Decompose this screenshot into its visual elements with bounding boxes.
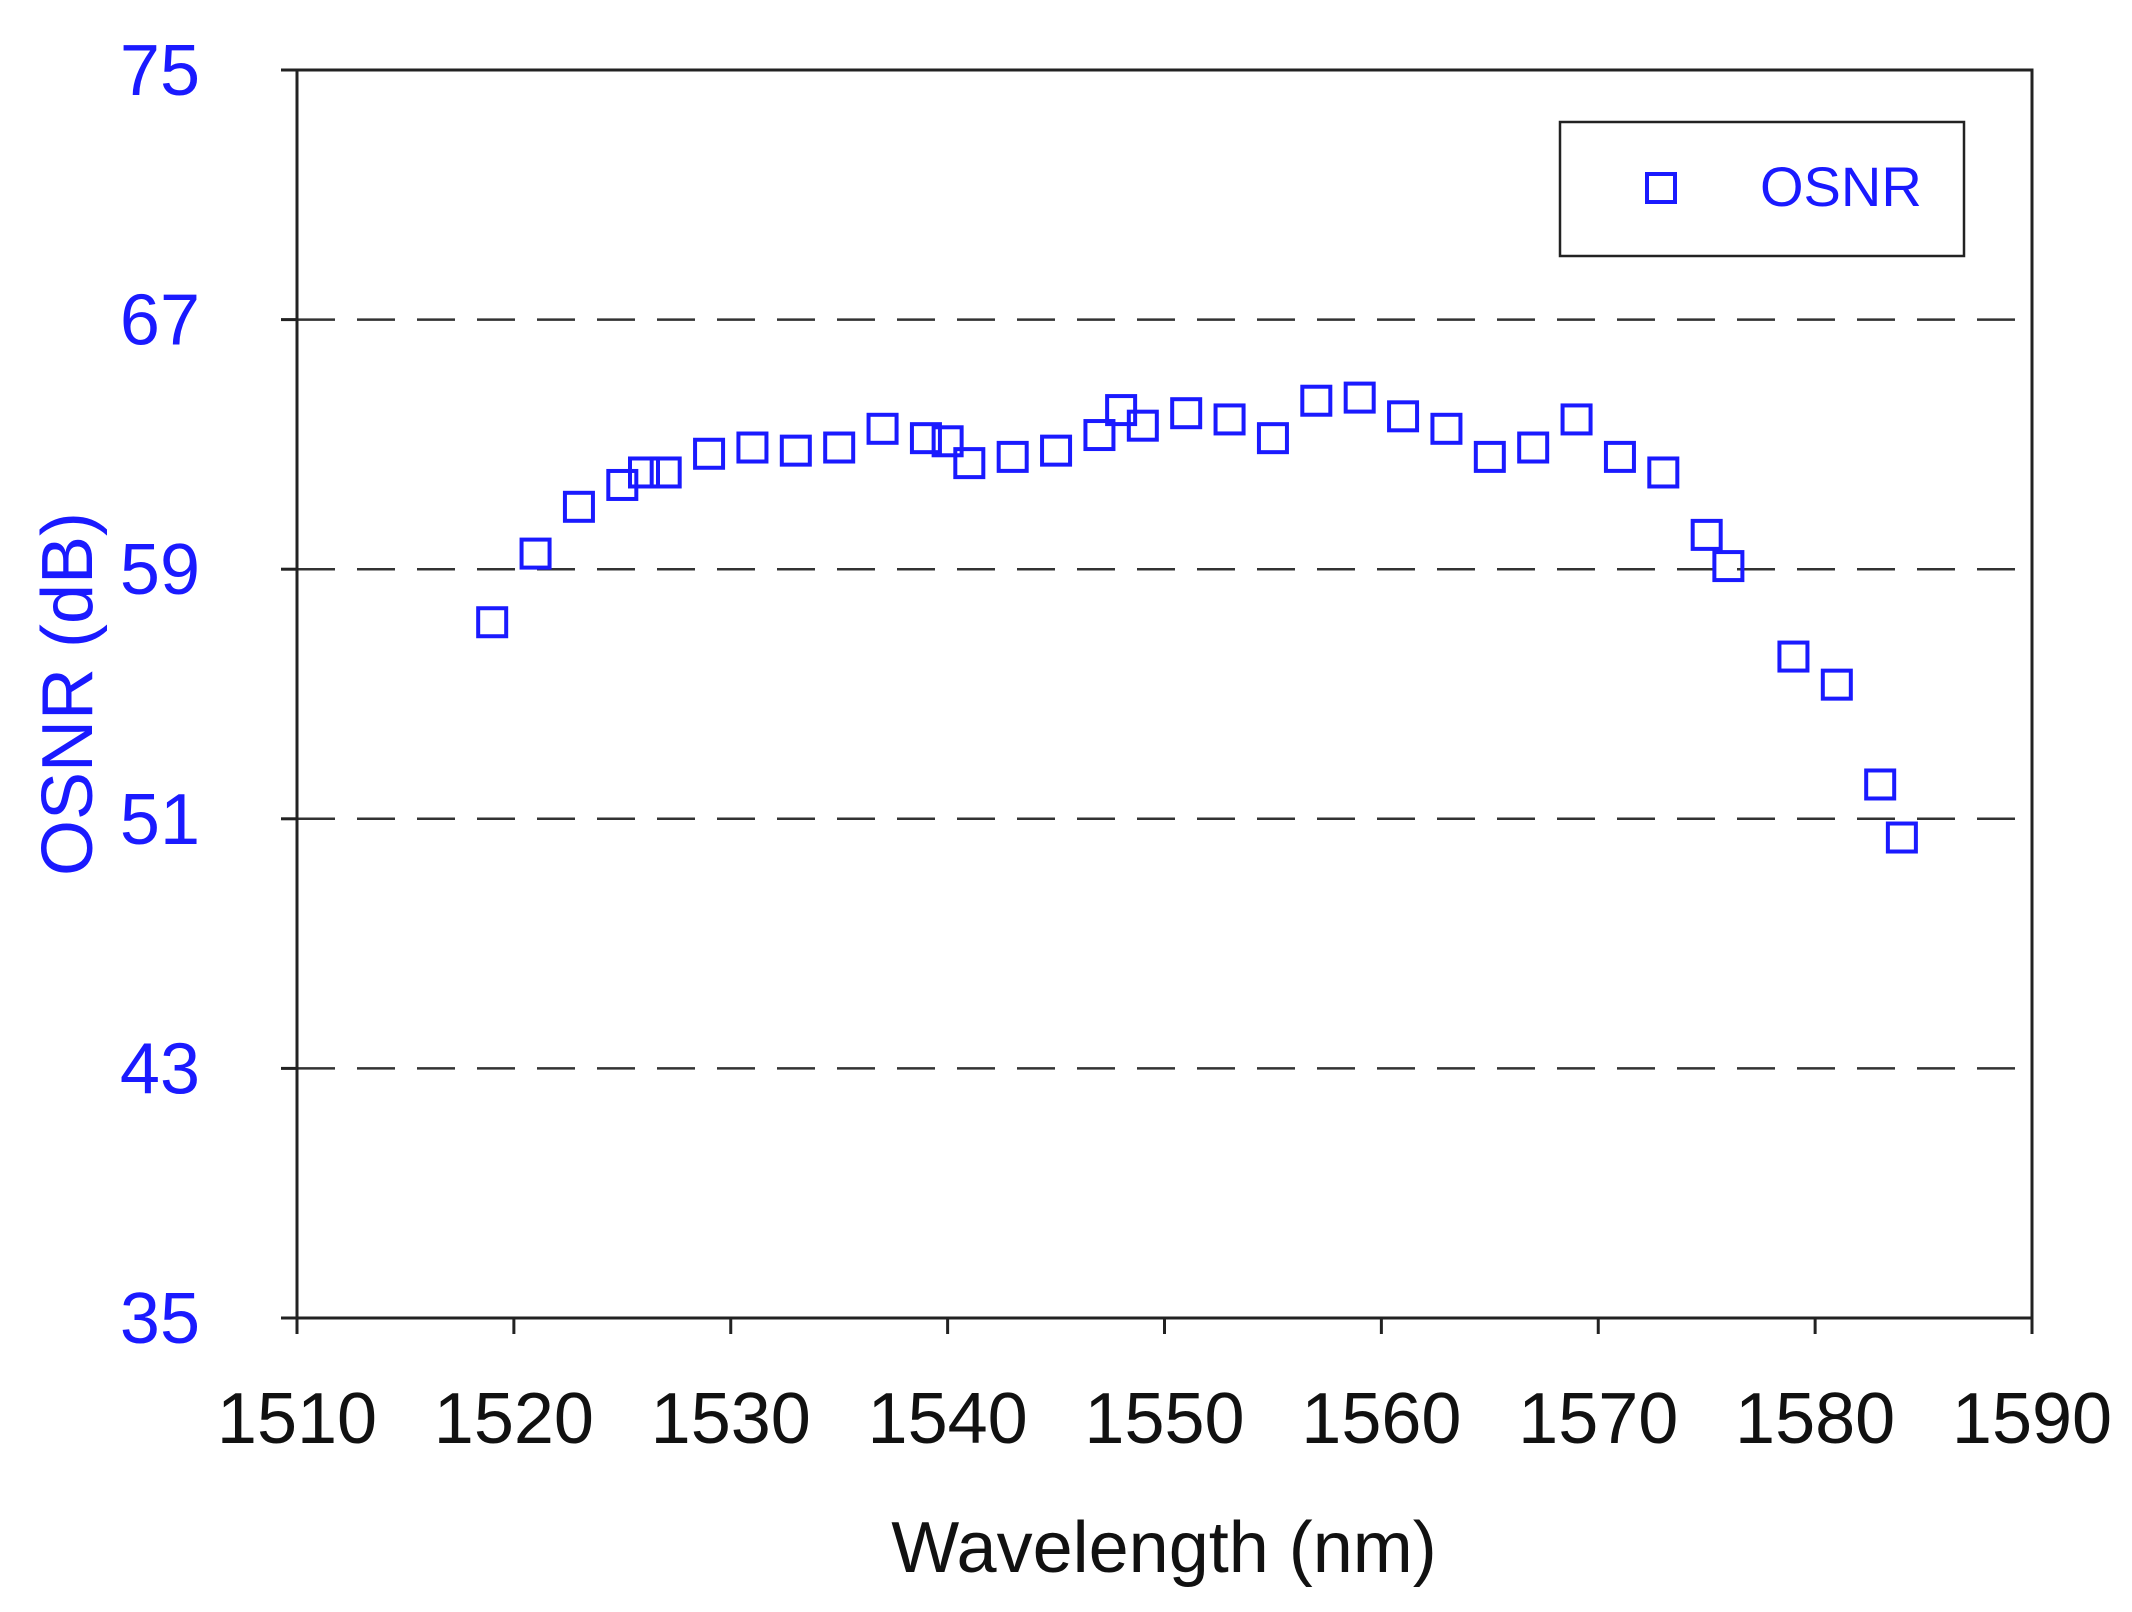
data-point [476, 606, 509, 639]
data-point [1430, 412, 1463, 445]
data-point [1040, 434, 1073, 467]
data-point [1885, 821, 1918, 854]
data-point [1387, 400, 1420, 433]
x-tick-label-1510: 1510 [217, 1379, 377, 1459]
x-tick-label-1540: 1540 [868, 1379, 1028, 1459]
data-point [1126, 409, 1159, 442]
data-point [649, 456, 682, 489]
x-tick-label-1570: 1570 [1518, 1379, 1678, 1459]
x-tick-label-1550: 1550 [1084, 1379, 1244, 1459]
data-point [1517, 431, 1550, 464]
data-point [562, 490, 595, 523]
data-point [909, 422, 942, 455]
legend-marker-square-icon [1645, 172, 1677, 204]
data-point [1473, 440, 1506, 473]
data-point [519, 537, 552, 570]
data-point [1647, 456, 1680, 489]
data-point [779, 434, 812, 467]
data-point [953, 447, 986, 480]
osnr-series [476, 381, 1918, 854]
data-point [1560, 403, 1593, 436]
axis-ticks [281, 68, 2034, 1334]
y-tick-label-75: 75 [120, 31, 200, 111]
data-point [1690, 518, 1723, 551]
x-tick-label-1520: 1520 [434, 1379, 594, 1459]
data-point [823, 431, 856, 464]
x-tick-label-1530: 1530 [651, 1379, 811, 1459]
x-tick-label-1560: 1560 [1301, 1379, 1461, 1459]
y-axis-title: OSNR (dB) [28, 512, 108, 876]
data-point [1712, 550, 1745, 583]
x-tick-label-1580: 1580 [1735, 1379, 1895, 1459]
data-point [996, 440, 1029, 473]
data-point [1083, 419, 1116, 452]
legend-label-osnr: OSNR [1760, 155, 1922, 218]
y-tick-label-67: 67 [120, 281, 200, 361]
data-point [1820, 668, 1853, 701]
data-point [1777, 640, 1810, 673]
y-tick-label-59: 59 [120, 530, 200, 610]
x-axis-title: Wavelength (nm) [891, 1508, 1437, 1588]
data-point [1170, 397, 1203, 430]
x-tick-label-1590: 1590 [1952, 1379, 2112, 1459]
data-point [1864, 768, 1897, 801]
data-point [1300, 384, 1333, 417]
data-point [866, 412, 899, 445]
x-tick-labels: 1510 1520 1530 1540 1550 1560 1570 1580 1590 [217, 1379, 2112, 1459]
y-tick-label-51: 51 [120, 780, 200, 860]
data-point [1256, 422, 1289, 455]
legend: OSNR [1558, 120, 1966, 258]
data-point [628, 456, 660, 489]
data-point [931, 425, 964, 458]
y-tick-labels: 35 43 51 59 67 75 [120, 31, 200, 1359]
data-point [736, 431, 769, 464]
y-tick-label-35: 35 [120, 1279, 200, 1359]
data-point [693, 437, 726, 470]
data-point [1603, 440, 1636, 473]
legend-box [1558, 120, 1966, 258]
y-tick-label-43: 43 [120, 1029, 200, 1109]
data-point [1213, 403, 1246, 436]
data-point [1343, 381, 1376, 414]
